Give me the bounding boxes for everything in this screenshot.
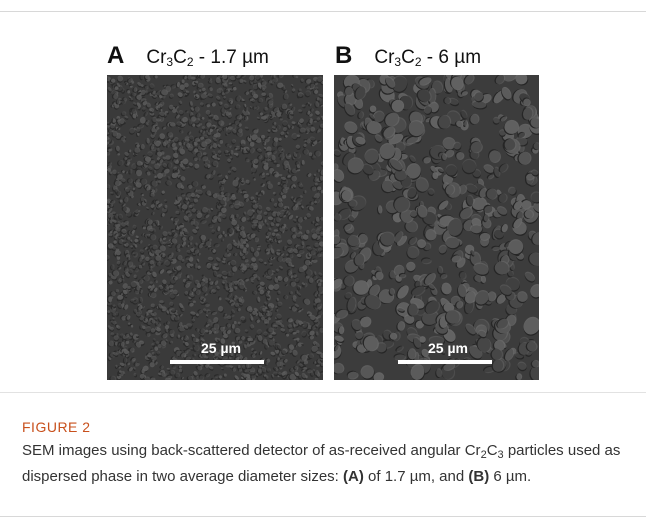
scale-label-a: 25 µm — [201, 340, 241, 356]
panel-b-letter: B — [335, 42, 353, 69]
top-rule — [0, 11, 646, 12]
bottom-rule — [0, 516, 646, 517]
scale-bar-a — [170, 360, 264, 364]
figure-label: FIGURE 2 — [22, 419, 91, 435]
panel-a-title: Cr3C2 - 1.7 µm — [146, 47, 269, 69]
sem-image-b: 25 µm — [334, 75, 539, 380]
caption-divider — [0, 392, 646, 393]
sem-texture-a — [107, 75, 323, 380]
scale-bar-b — [398, 360, 492, 364]
panel-a-letter: A — [107, 42, 125, 69]
panel-a-header: A Cr3C2 - 1.7 µm — [107, 44, 269, 74]
sem-image-a: 25 µm — [107, 75, 323, 380]
figure-caption: SEM images using back-scattered detector… — [22, 442, 621, 485]
panel-b-header: B Cr3C2 - 6 µm — [335, 44, 481, 74]
panel-b-title: Cr3C2 - 6 µm — [374, 47, 482, 69]
sem-texture-b — [334, 75, 539, 380]
scale-label-b: 25 µm — [428, 340, 468, 356]
